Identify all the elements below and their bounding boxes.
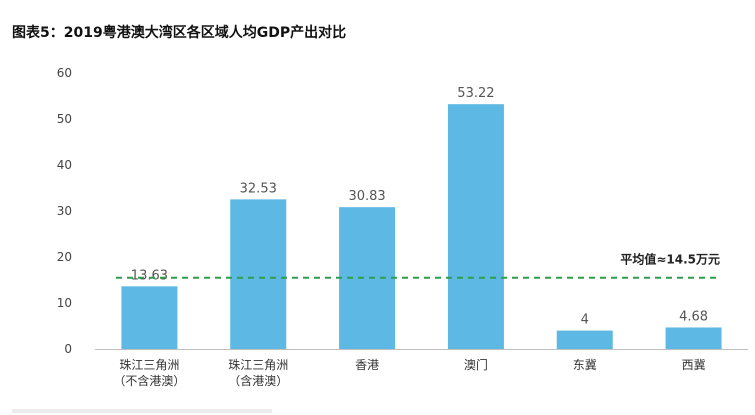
y-tick-label: 0 — [64, 342, 72, 356]
data-label: 30.83 — [348, 189, 385, 204]
y-tick-label: 40 — [57, 158, 72, 172]
bar-series: 13.63 32.53 30.83 53.22 4 4.68 — [121, 86, 722, 349]
data-label: 13.63 — [131, 268, 168, 283]
y-tick-label: 10 — [57, 296, 72, 310]
x-tick-label: 珠江三角洲 — [228, 358, 288, 372]
average-line-group: 平均值≈14.5万元 — [116, 252, 720, 279]
x-axis: 珠江三角洲（不含港澳）珠江三角洲（含港澳）香港 澳门 东冀 西冀 — [95, 349, 748, 388]
y-tick-label: 50 — [57, 112, 72, 126]
x-tick-label: 香港 — [355, 358, 379, 372]
x-tick-label: （含港澳） — [228, 373, 288, 388]
average-line-label: 平均值≈14.5万元 — [620, 252, 720, 267]
chart-title: 图表5：2019粤港澳大湾区各区域人均GDP产出对比 — [12, 25, 347, 41]
x-tick-label: 西冀 — [682, 358, 706, 372]
y-tick-label: 60 — [57, 66, 72, 80]
source-note-placeholder — [12, 409, 272, 413]
x-tick-label: （不含港澳） — [113, 373, 185, 388]
y-axis: 0 10 20 30 40 50 60 — [57, 66, 72, 356]
bar — [665, 327, 722, 349]
x-tick-label: 澳门 — [464, 357, 488, 372]
y-tick-label: 30 — [57, 204, 72, 218]
bar — [556, 330, 613, 349]
data-label: 32.53 — [240, 181, 277, 196]
data-label: 53.22 — [457, 86, 494, 101]
bar — [121, 286, 178, 349]
bar — [230, 199, 287, 349]
x-tick-label: 东冀 — [573, 358, 597, 372]
bar — [447, 104, 504, 349]
data-label: 4.68 — [679, 309, 708, 324]
x-tick-label: 珠江三角洲 — [119, 358, 179, 372]
data-label: 4 — [581, 313, 589, 328]
y-tick-label: 20 — [57, 250, 72, 264]
